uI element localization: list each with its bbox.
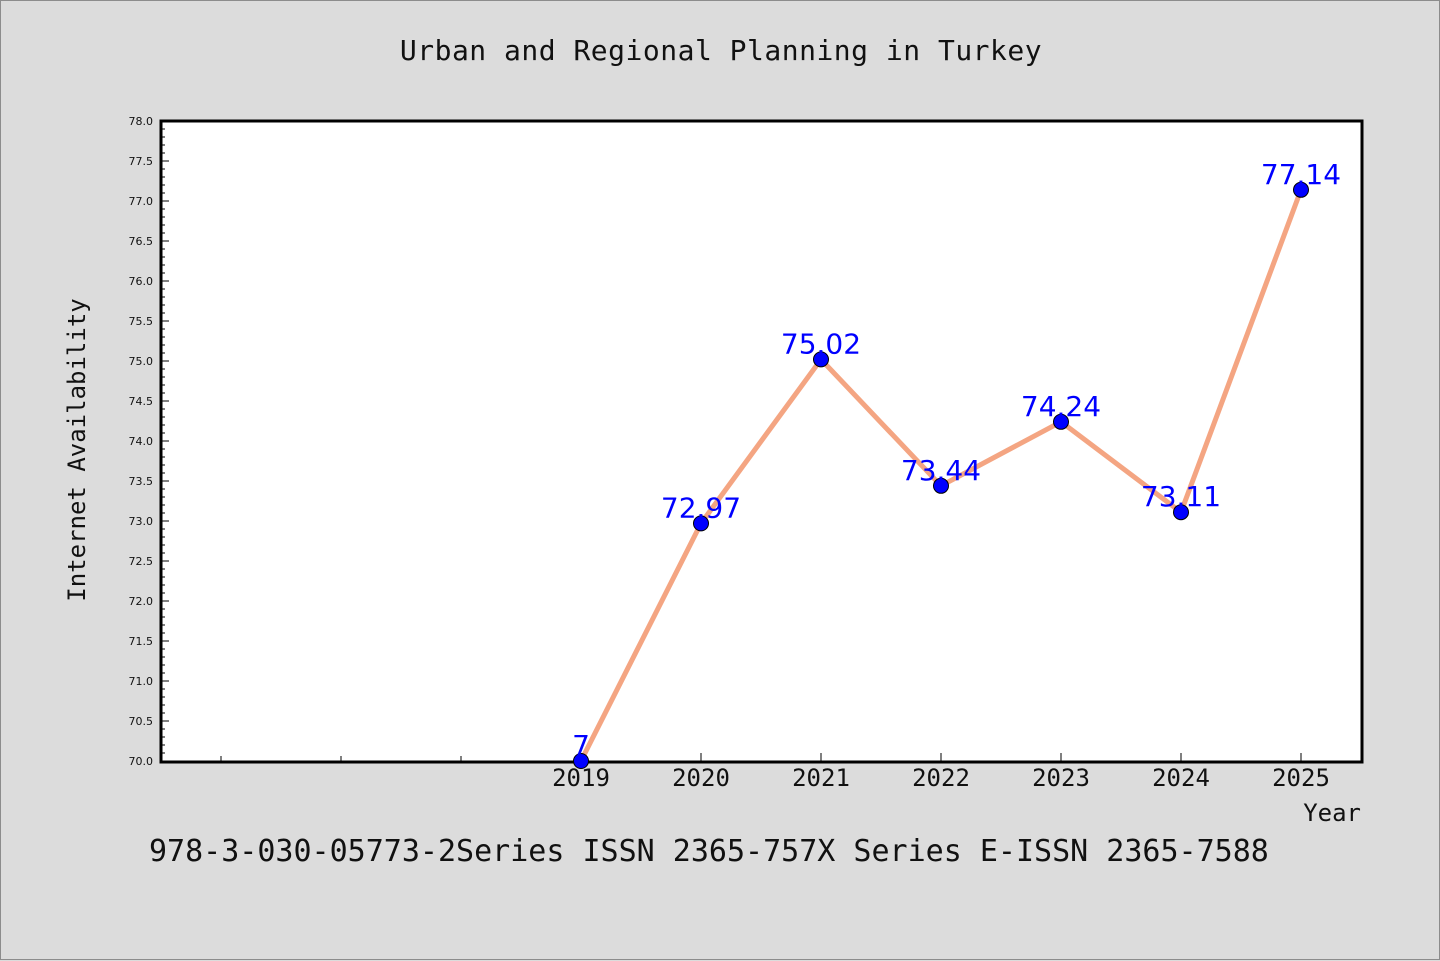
x-tick-label: 2024 (1152, 764, 1210, 792)
data-label: 73.11 (1141, 480, 1221, 513)
y-tick-label: 77.5 (129, 155, 154, 168)
y-tick-label: 74.5 (129, 395, 154, 408)
y-tick-label: 72.5 (129, 555, 154, 568)
chart-title: Urban and Regional Planning in Turkey (399, 34, 1043, 67)
x-tick-label: 2022 (912, 764, 970, 792)
y-tick-label: 72.0 (129, 595, 154, 608)
y-tick-label: 75.5 (129, 315, 154, 328)
y-tick-label: 76.5 (129, 235, 154, 248)
y-tick-label: 74.0 (129, 435, 154, 448)
x-tick-label: 2020 (672, 764, 730, 792)
y-tick-label: 73.5 (129, 475, 154, 488)
y-tick-label: 78.0 (129, 115, 154, 128)
y-tick-label: 70.5 (129, 715, 154, 728)
y-axis-label: Internet Availability (63, 298, 91, 601)
data-point (1173, 504, 1189, 521)
y-tick-label: 71.0 (129, 675, 154, 688)
data-label: 73.44 (901, 454, 981, 487)
y-tick-label: 73.0 (129, 515, 154, 528)
y-axis-ticks: 70.0 70.5 71.0 71.5 72.0 72.5 73.0 73.5 74.0 74.5… (129, 115, 169, 768)
data-points-group (573, 181, 1309, 769)
y-tick-label: 70.0 (129, 755, 154, 768)
data-point (1293, 181, 1309, 198)
x-tick-label: 2021 (792, 764, 850, 792)
x-tick-label: 2023 (1032, 764, 1090, 792)
data-label: 72.97 (661, 491, 741, 524)
footer-isbn-text: 978-3-030-05773-2Series ISSN 2365-757X S… (149, 834, 1269, 869)
y-tick-label: 76.0 (129, 275, 154, 288)
data-label: 7 (572, 729, 590, 762)
x-axis-ticks: 2019 2020 2021 2022 2023 2024 2025 (220, 753, 1330, 792)
y-tick-label: 71.5 (129, 635, 154, 648)
data-label: 74.24 (1021, 390, 1101, 423)
data-point (933, 477, 949, 494)
data-label: 75.02 (781, 327, 861, 360)
x-axis-label: Year (1303, 799, 1361, 827)
data-point (573, 753, 589, 769)
y-tick-label: 77.0 (129, 195, 154, 208)
y-tick-label: 75.0 (129, 355, 154, 368)
data-point (813, 351, 829, 368)
data-point (1053, 413, 1069, 430)
data-labels-group: 7 72.97 75.02 73.44 74.24 73.11 77.14 (572, 158, 1341, 762)
x-tick-label: 2025 (1272, 764, 1330, 792)
data-label: 77.14 (1261, 158, 1341, 191)
data-point (693, 515, 709, 532)
